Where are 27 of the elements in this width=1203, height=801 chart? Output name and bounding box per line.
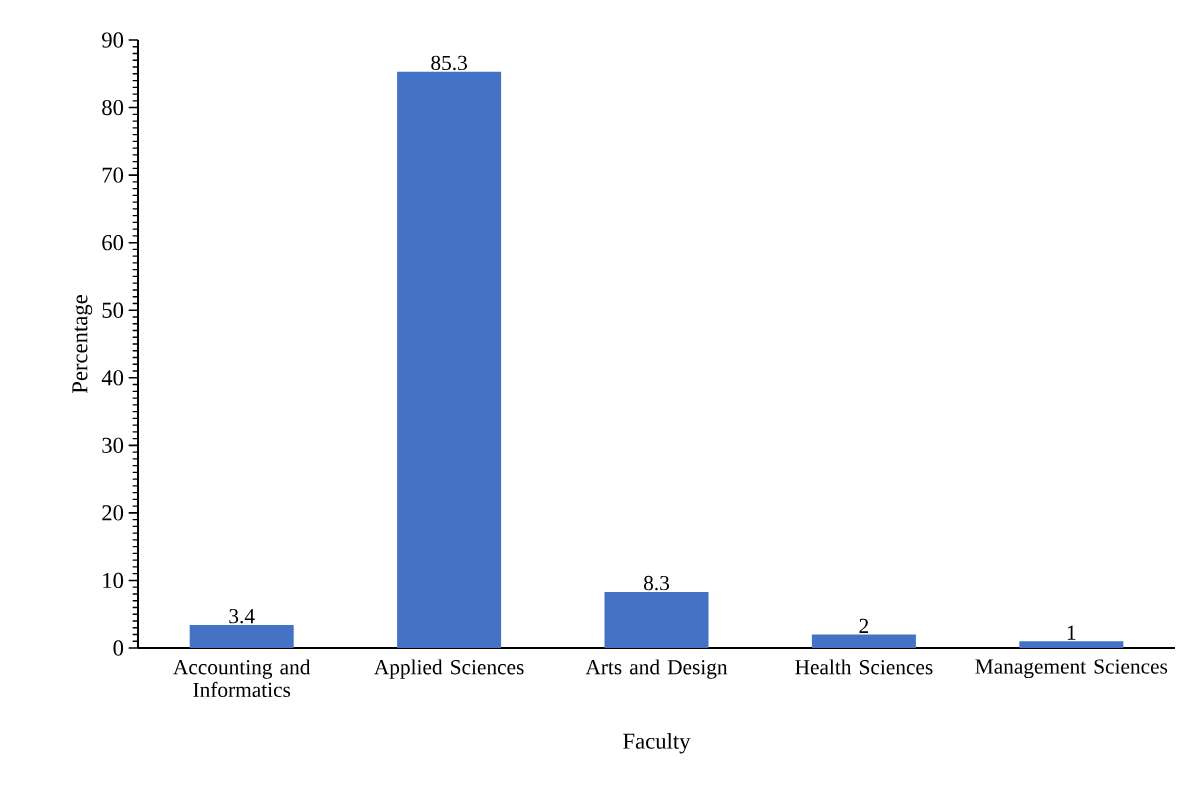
x-tick-label: Accounting and Informatics <box>173 659 311 698</box>
y-tick-label: 20 <box>102 505 124 521</box>
data-label: 3.4 <box>229 609 255 624</box>
y-tick-label: 50 <box>102 302 124 318</box>
x-tick-label: Health Sciences <box>795 659 933 675</box>
data-label: 8.3 <box>643 575 669 591</box>
bar <box>811 634 916 648</box>
y-tick-label: 60 <box>102 235 124 251</box>
x-tick-label: Arts and Design <box>585 659 728 679</box>
x-tick-label: Applied Sciences <box>374 659 524 679</box>
data-label: 1 <box>1067 625 1076 640</box>
bar <box>1019 641 1124 648</box>
data-label: 2 <box>859 618 869 633</box>
x-axis-title: Faculty <box>623 732 691 754</box>
bar <box>604 591 709 648</box>
y-tick-label: 80 <box>102 99 124 116</box>
data-label: 85.3 <box>431 55 467 71</box>
y-tick-label: 90 <box>102 32 124 48</box>
y-tick-label: 70 <box>102 167 124 183</box>
y-tick-label: 0 <box>113 640 124 656</box>
bar <box>189 625 294 648</box>
y-tick-label: 10 <box>103 572 124 589</box>
y-tick-label: 30 <box>102 437 124 453</box>
y-tick-label: 40 <box>101 370 124 386</box>
x-tick-label: Management Sciences <box>975 659 1168 679</box>
y-axis-title: Percentage <box>72 295 93 394</box>
bar <box>397 71 502 648</box>
